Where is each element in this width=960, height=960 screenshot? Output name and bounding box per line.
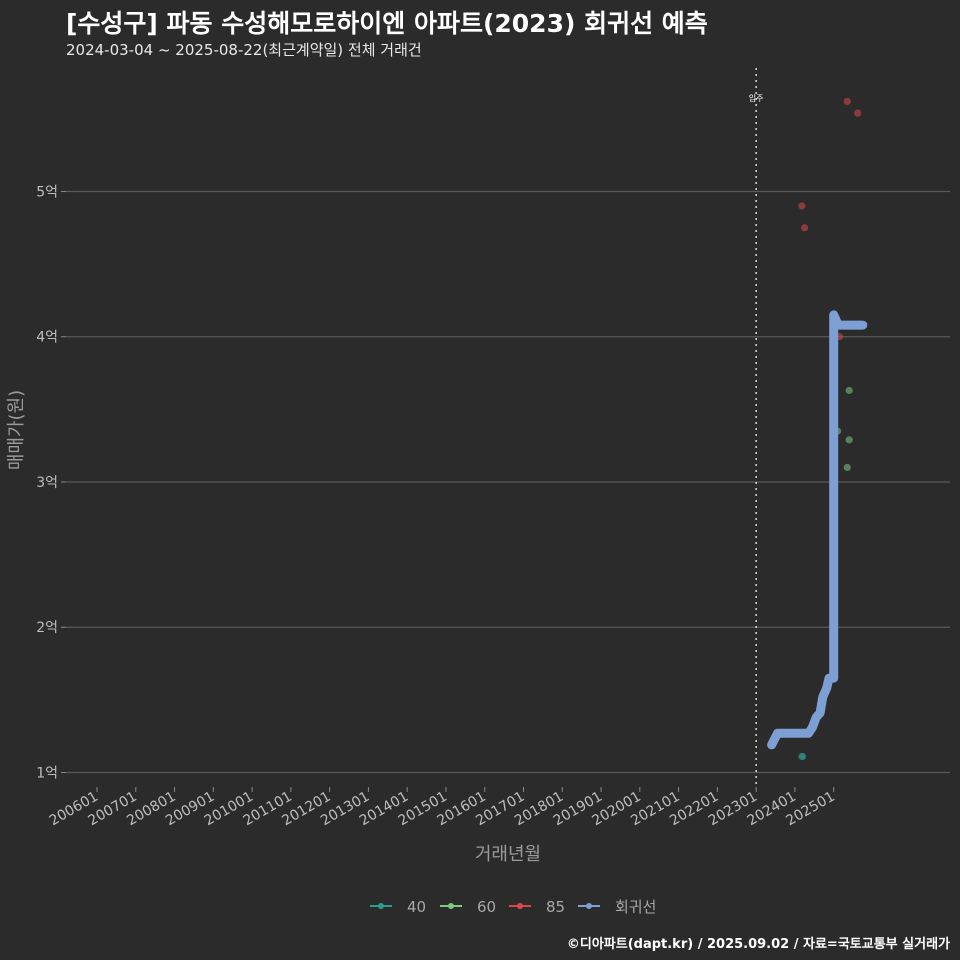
data-point-85	[801, 224, 809, 232]
legend-label-40: 40	[407, 898, 426, 916]
data-point-60	[843, 463, 851, 472]
legend-marker-60	[448, 903, 454, 909]
regression-line	[767, 310, 868, 750]
legend: 40 60 85 회귀선	[370, 898, 656, 916]
y-axis: 1억 2억 3억 4억 5억	[36, 184, 66, 781]
credit-text: ©디아파트(dapt.kr) / 2025.09.02 / 자료=국토교통부 실…	[566, 937, 950, 952]
data-point-85	[843, 97, 851, 106]
data-point-85	[798, 202, 806, 210]
data-point-60	[845, 386, 853, 395]
y-axis-label: 매매가(원)	[6, 390, 27, 470]
annotation-layer: 입주	[749, 68, 764, 787]
y-tick-label: 5억	[36, 184, 58, 200]
move-in-label: 입주	[749, 94, 764, 103]
regression-layer	[767, 310, 868, 750]
data-point-40	[799, 752, 807, 761]
legend-label-회귀선: 회귀선	[615, 898, 656, 916]
y-tick-label: 2억	[36, 620, 58, 636]
data-point-85	[854, 109, 862, 117]
y-tick-label: 3억	[36, 475, 58, 491]
legend-label-60: 60	[477, 898, 496, 916]
gridlines	[66, 190, 950, 774]
x-axis-label: 거래년월	[475, 844, 541, 865]
data-point-60	[845, 436, 853, 444]
y-tick-label: 4억	[36, 330, 58, 346]
chart-subtitle: 2024-03-04 ~ 2025-08-22(최근계약일) 전체 거래건	[66, 41, 422, 59]
y-tick-label: 1억	[36, 765, 58, 781]
legend-label-85: 85	[546, 898, 565, 916]
legend-marker-회귀선	[586, 903, 592, 909]
legend-marker-85	[517, 903, 523, 909]
x-axis: 2006012007012008012009012010012011012012…	[47, 787, 838, 829]
chart-title: [수성구] 파동 수성해모로하이엔 아파트(2023) 회귀선 예측	[66, 9, 708, 38]
legend-marker-40	[378, 903, 384, 909]
